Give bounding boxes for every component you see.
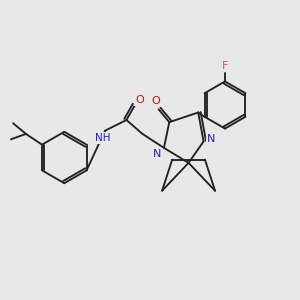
Text: NH: NH (95, 133, 111, 143)
Text: N: N (207, 134, 215, 144)
Text: F: F (222, 61, 228, 71)
Text: N: N (153, 149, 162, 159)
Text: O: O (135, 94, 144, 105)
Text: O: O (151, 96, 160, 106)
